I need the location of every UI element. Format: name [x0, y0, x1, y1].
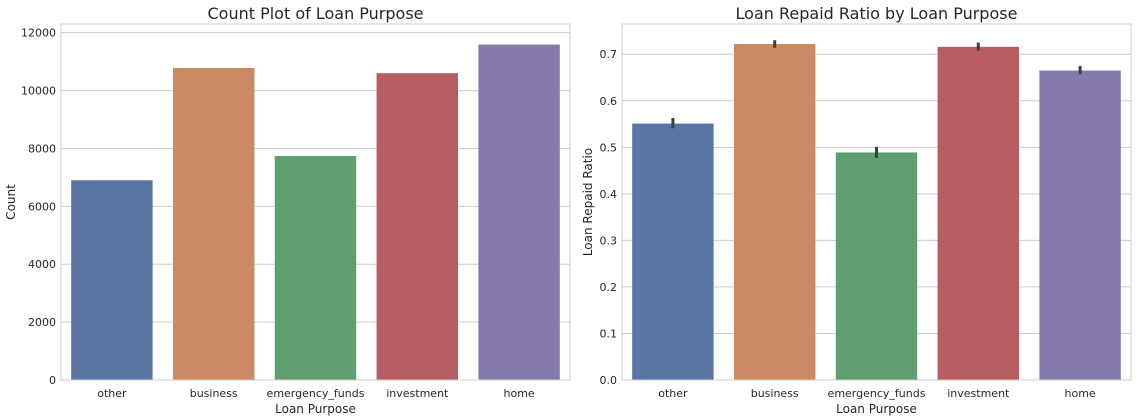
- x-axis-label: Loan Purpose: [275, 402, 356, 416]
- y-tick-label: 0.4: [600, 188, 618, 201]
- x-tick-label: business: [190, 387, 238, 400]
- y-tick-label: 0.6: [600, 95, 618, 108]
- x-tick-label: business: [751, 387, 799, 400]
- bar-other: [71, 180, 153, 380]
- y-tick-label: 0.5: [600, 141, 618, 154]
- bar-investment: [937, 46, 1020, 381]
- bar-investment: [376, 73, 459, 381]
- bar-business: [172, 67, 255, 380]
- y-tick-label: 0: [49, 374, 56, 387]
- bar-home: [1039, 70, 1121, 380]
- x-tick-label: home: [504, 387, 535, 400]
- y-tick-label: 2000: [28, 316, 56, 329]
- x-tick-label: other: [658, 387, 688, 400]
- axes-frame: [621, 23, 1132, 381]
- chart-title: Loan Repaid Ratio by Loan Purpose: [736, 4, 1018, 23]
- bar-home: [478, 44, 560, 381]
- chart-title: Count Plot of Loan Purpose: [207, 4, 423, 23]
- x-tick-label: other: [97, 387, 127, 400]
- y-tick-label: 0.3: [600, 234, 618, 247]
- y-axis-label: Count: [4, 184, 18, 220]
- y-tick-label: 10000: [21, 85, 56, 98]
- y-tick-label: 0.2: [600, 281, 618, 294]
- y-tick-label: 0.7: [600, 48, 618, 61]
- chart-panel-1: 0 2000 4000 6000 8000 10000 12000 other business…: [4, 4, 571, 416]
- bar-emergency_funds: [835, 152, 918, 380]
- y-tick-label: 8000: [28, 142, 56, 155]
- y-tick-label: 4000: [28, 258, 56, 271]
- y-tick-label: 0.0: [600, 374, 618, 387]
- x-tick-label: investment: [947, 387, 1010, 400]
- chart-panel-2: 0.0 0.1 0.2 0.3 0.4 0.5 0.6 0.7 other business eme…: [581, 4, 1132, 416]
- bar-emergency_funds: [274, 155, 357, 380]
- x-tick-label: home: [1065, 387, 1096, 400]
- bar-other: [632, 123, 714, 381]
- x-tick-label: investment: [386, 387, 449, 400]
- axes-frame: [60, 23, 571, 381]
- y-tick-label: 12000: [21, 27, 56, 40]
- y-tick-label: 6000: [28, 200, 56, 213]
- x-tick-label: emergency_funds: [267, 387, 365, 400]
- x-axis-label: Loan Purpose: [836, 402, 917, 416]
- y-axis-label: Loan Repaid Ratio: [581, 148, 595, 256]
- x-tick-label: emergency_funds: [828, 387, 926, 400]
- y-tick-label: 0.1: [600, 327, 618, 340]
- bar-business: [733, 44, 816, 380]
